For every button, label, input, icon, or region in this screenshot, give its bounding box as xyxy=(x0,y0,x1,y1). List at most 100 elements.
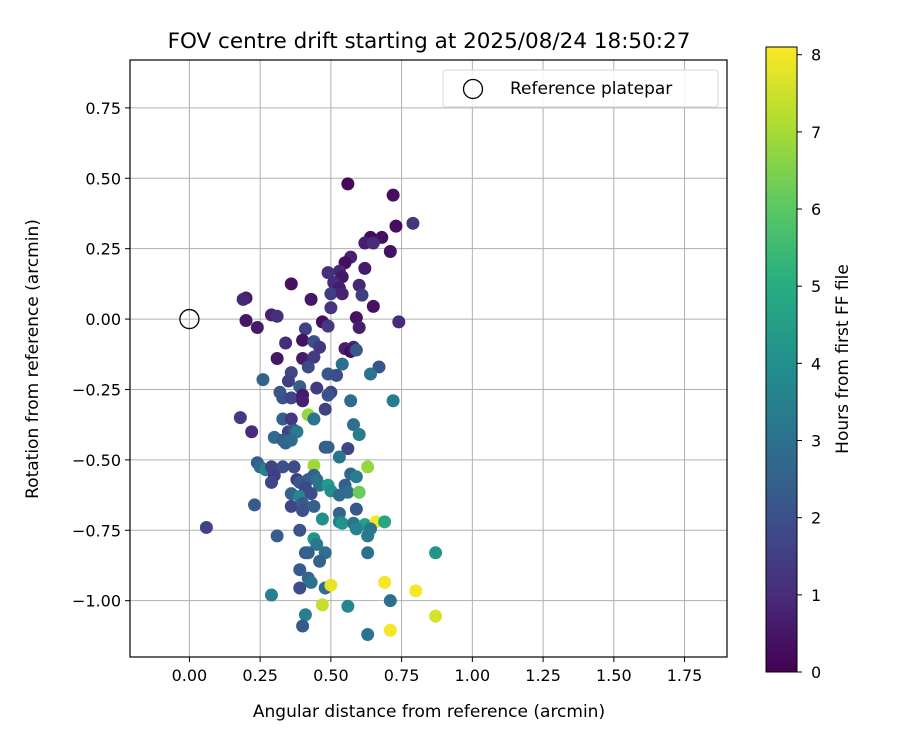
data-point xyxy=(366,236,380,250)
data-point xyxy=(361,460,375,474)
data-point xyxy=(307,459,321,473)
colorbar-tick-label: 3 xyxy=(811,432,821,451)
data-point xyxy=(332,450,346,464)
data-point xyxy=(247,498,261,512)
legend-entry-reference-platepar: Reference platepar xyxy=(510,79,672,99)
data-point xyxy=(239,313,253,327)
data-point xyxy=(378,575,392,589)
data-point xyxy=(293,563,307,577)
data-point xyxy=(281,374,295,388)
data-point xyxy=(256,373,270,387)
colorbar-tick-label: 4 xyxy=(811,354,821,373)
colorbar-tick-label: 7 xyxy=(811,123,821,142)
data-point xyxy=(349,343,363,357)
data-point xyxy=(315,512,329,526)
data-point xyxy=(264,475,278,489)
data-point xyxy=(392,315,406,329)
data-point xyxy=(293,523,307,537)
data-point xyxy=(386,188,400,202)
data-point xyxy=(296,619,310,633)
colorbar-gradient xyxy=(765,46,798,673)
data-point xyxy=(366,299,380,313)
data-point xyxy=(310,381,324,395)
data-point xyxy=(324,578,338,592)
data-point xyxy=(349,502,363,516)
data-point xyxy=(279,336,293,350)
data-point xyxy=(389,219,403,233)
data-point xyxy=(313,554,327,568)
data-point xyxy=(236,292,250,306)
y-tick-label: 0.25 xyxy=(85,240,121,259)
data-point xyxy=(296,394,310,408)
x-tick-label: 1.00 xyxy=(455,666,491,685)
y-axis-ticks: 0.75 0.50 0.25 0.00 −0.25 −0.50 −0.75 −1.00 xyxy=(72,99,130,611)
plot-frame xyxy=(129,59,728,658)
data-point xyxy=(199,520,213,534)
chart-title: FOV centre drift starting at 2025/08/24 … xyxy=(168,29,691,54)
data-point xyxy=(284,277,298,291)
colorbar-tick-label: 2 xyxy=(811,509,821,528)
data-point xyxy=(335,357,349,371)
data-point xyxy=(310,537,324,551)
data-point xyxy=(352,428,366,442)
data-point xyxy=(293,581,307,595)
legend-box xyxy=(442,69,719,108)
data-point xyxy=(429,609,443,623)
data-point xyxy=(321,388,335,402)
colorbar-ticks: 0 1 2 3 4 5 6 7 8 xyxy=(797,46,821,682)
data-point xyxy=(304,292,318,306)
data-point xyxy=(296,504,310,518)
data-point xyxy=(352,278,366,292)
colorbar-label: Hours from first FF file xyxy=(833,264,853,454)
data-point xyxy=(270,352,284,365)
y-axis-label: Rotation from reference (arcmin) xyxy=(23,219,43,499)
data-point xyxy=(245,425,259,439)
data-point xyxy=(264,588,278,602)
data-point xyxy=(315,598,329,612)
data-point xyxy=(307,499,321,513)
x-axis-label: Angular distance from reference (arcmin) xyxy=(253,702,605,722)
x-tick-label: 0.75 xyxy=(384,666,420,685)
data-point xyxy=(406,216,420,230)
data-point xyxy=(307,412,321,426)
data-point xyxy=(352,485,366,499)
data-point xyxy=(284,433,298,447)
data-points xyxy=(179,177,443,641)
data-point xyxy=(341,599,355,613)
x-tick-label: 0.00 xyxy=(172,666,208,685)
data-point xyxy=(321,440,335,454)
data-point xyxy=(335,516,349,530)
data-point xyxy=(378,515,392,529)
y-tick-label: −1.00 xyxy=(72,592,121,611)
y-tick-label: 0.00 xyxy=(85,310,121,329)
x-axis-ticks: 0.00 0.25 0.50 0.75 1.00 1.25 1.50 1.75 xyxy=(172,657,703,685)
data-point xyxy=(321,266,335,280)
x-tick-label: 0.50 xyxy=(313,666,349,685)
y-tick-label: −0.75 xyxy=(72,521,121,540)
data-point xyxy=(344,394,358,408)
data-point xyxy=(355,288,369,302)
reference-point xyxy=(179,308,200,330)
data-point xyxy=(349,311,363,325)
data-point xyxy=(409,584,423,598)
data-point xyxy=(324,301,338,315)
data-point xyxy=(284,499,298,513)
data-point xyxy=(318,402,332,416)
data-point xyxy=(298,322,312,336)
data-point xyxy=(313,340,327,354)
y-tick-label: 0.75 xyxy=(85,99,121,118)
x-tick-label: 1.75 xyxy=(667,666,703,685)
data-point xyxy=(304,575,318,589)
data-point xyxy=(347,418,361,432)
data-point xyxy=(363,367,377,381)
data-point xyxy=(321,319,335,333)
colorbar-tick-label: 1 xyxy=(811,586,821,605)
data-point xyxy=(383,594,397,608)
data-point xyxy=(330,368,344,382)
data-point xyxy=(307,350,321,364)
data-point xyxy=(349,470,363,484)
colorbar-tick-label: 5 xyxy=(811,277,821,296)
data-point xyxy=(276,460,290,474)
data-point xyxy=(383,244,397,258)
